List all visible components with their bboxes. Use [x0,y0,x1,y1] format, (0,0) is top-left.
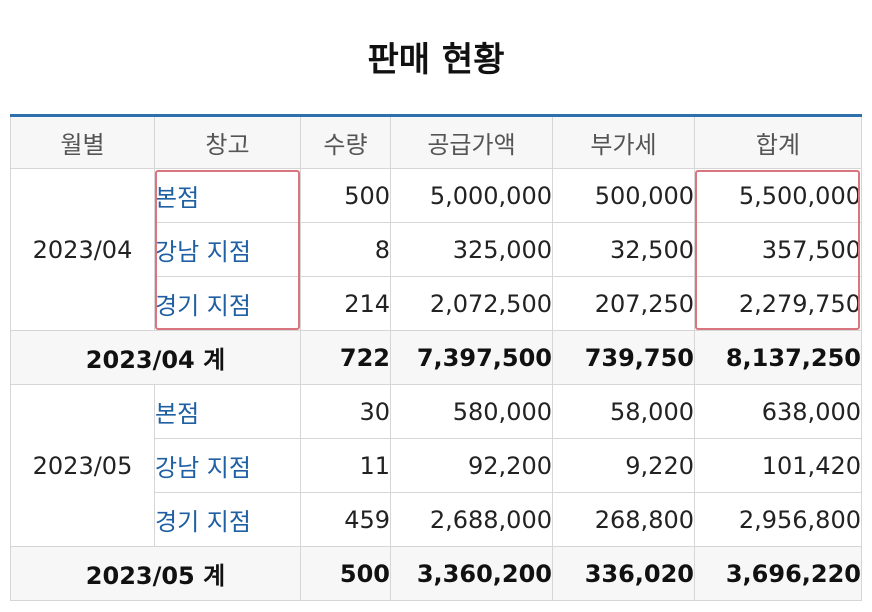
column-header-vat: 부가세 [552,114,695,169]
supply-cell: 325,000 [390,222,553,277]
supply-cell: 92,200 [390,438,553,493]
table-row: 경기 지점 459 2,688,000 268,800 2,956,800 [11,492,862,547]
subtotal-quantity: 722 [300,330,391,385]
subtotal-vat: 739,750 [552,330,695,385]
month-cell: 2023/05 [10,384,155,547]
total-cell: 638,000 [694,384,862,439]
quantity-cell: 11 [300,438,391,493]
total-cell: 2,279,750 [694,276,862,331]
vat-cell: 9,220 [552,438,695,493]
quantity-cell: 30 [300,384,391,439]
page-title: 판매 현황 [367,40,505,80]
supply-cell: 2,688,000 [390,492,553,547]
subtotal-row: 2023/05 계 500 3,360,200 336,020 3,696,22… [10,546,862,601]
subtotal-total: 8,137,250 [694,330,862,385]
subtotal-supply: 7,397,500 [390,330,553,385]
sales-table: 월별 창고 수량 공급가액 부가세 합계 2023/04 본점 500 5,00… [10,114,862,601]
total-cell: 2,956,800 [694,492,862,547]
total-cell: 101,420 [694,438,862,493]
vat-cell: 32,500 [552,222,695,277]
store-link[interactable]: 경기 지점 [154,492,301,547]
vat-cell: 207,250 [552,276,695,331]
total-cell: 5,500,000 [694,168,862,223]
subtotal-row: 2023/04 계 722 7,397,500 739,750 8,137,25… [10,330,862,385]
subtotal-quantity: 500 [300,546,391,601]
supply-cell: 580,000 [390,384,553,439]
subtotal-label: 2023/05 계 [10,546,301,601]
vat-cell: 500,000 [552,168,695,223]
store-link[interactable]: 강남 지점 [154,222,301,277]
header-row: 월별 창고 수량 공급가액 부가세 합계 [10,114,862,169]
supply-cell: 5,000,000 [390,168,553,223]
store-link[interactable]: 강남 지점 [154,438,301,493]
quantity-cell: 500 [300,168,391,223]
column-header-total: 합계 [694,114,862,169]
subtotal-total: 3,696,220 [694,546,862,601]
month-cell: 2023/04 [10,168,155,331]
quantity-cell: 214 [300,276,391,331]
column-header-quantity: 수량 [300,114,391,169]
store-link[interactable]: 경기 지점 [154,276,301,331]
total-cell: 357,500 [694,222,862,277]
table-row: 2023/04 본점 500 5,000,000 500,000 5,500,0… [10,168,862,331]
column-header-warehouse: 창고 [154,114,301,169]
column-header-supply-amount: 공급가액 [390,114,553,169]
store-link[interactable]: 본점 [154,384,301,439]
vat-cell: 268,800 [552,492,695,547]
supply-cell: 2,072,500 [390,276,553,331]
vat-cell: 58,000 [552,384,695,439]
table-row: 2023/05 본점 30 580,000 58,000 638,000 [10,384,862,547]
column-header-month: 월별 [10,114,155,169]
subtotal-supply: 3,360,200 [390,546,553,601]
table-row: 강남 지점 8 325,000 32,500 357,500 [11,222,862,277]
quantity-cell: 459 [300,492,391,547]
subtotal-label: 2023/04 계 [10,330,301,385]
subtotal-vat: 336,020 [552,546,695,601]
table-row: 경기 지점 214 2,072,500 207,250 2,279,750 [11,276,862,331]
store-link[interactable]: 본점 [154,168,301,223]
quantity-cell: 8 [300,222,391,277]
